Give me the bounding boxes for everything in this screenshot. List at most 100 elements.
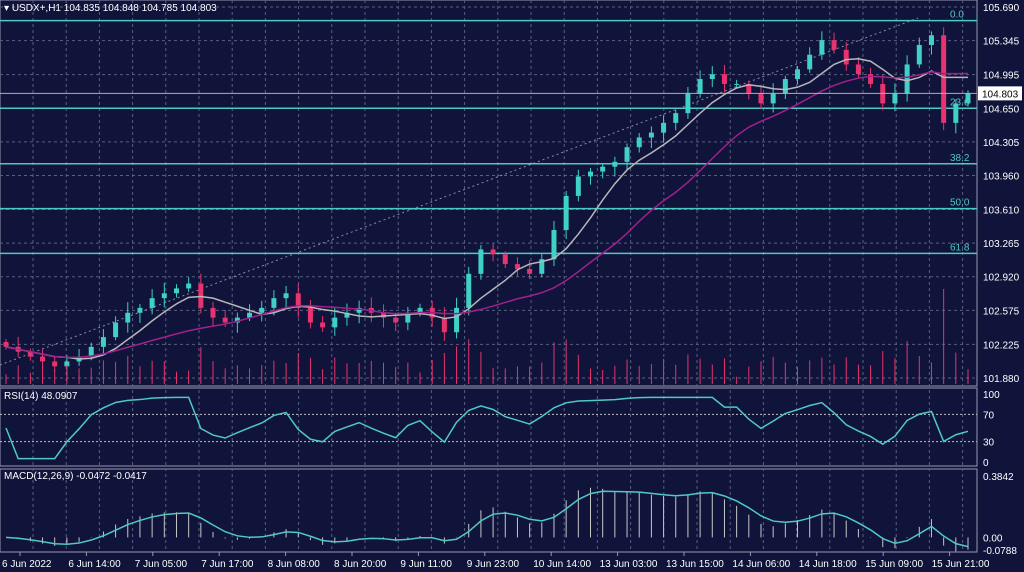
candle-bearish — [514, 264, 520, 269]
candle-bearish — [27, 351, 33, 357]
candle-bearish — [831, 40, 837, 50]
macd-panel-frame — [0, 468, 978, 553]
rsi-tick-label: 100 — [983, 390, 1000, 401]
candle-bullish — [636, 137, 642, 148]
candle-bullish — [563, 195, 569, 230]
candle-bearish — [490, 249, 496, 255]
candle-bullish — [454, 307, 460, 333]
fibonacci-level-label: 38.2 — [950, 153, 970, 164]
time-tick-label: 7 Jun 05:00 — [135, 559, 188, 570]
candle-bullish — [709, 74, 715, 80]
candle-bearish — [380, 312, 386, 318]
price-tick-label: 105.345 — [983, 37, 1020, 48]
candle-bullish — [161, 293, 167, 299]
time-tick-label: 9 Jun 11:00 — [400, 559, 452, 570]
candle-bearish — [52, 361, 58, 367]
rsi-label: RSI(14) 48.0907 — [4, 391, 78, 402]
candle-bearish — [441, 317, 447, 333]
rsi-tick-label: 30 — [983, 438, 995, 449]
candle-bullish — [600, 166, 606, 172]
candle-bullish — [612, 161, 618, 167]
time-tick-label: 8 Jun 20:00 — [334, 559, 387, 570]
symbol-name: USDX+,H1 — [11, 3, 61, 14]
moving-average-slow — [5, 70, 969, 359]
candle-bullish — [661, 122, 667, 133]
fibonacci-level-label: 61.8 — [950, 242, 970, 253]
candle-bullish — [149, 298, 155, 308]
candle-bearish — [307, 307, 313, 323]
candle-bullish — [234, 317, 240, 323]
candle-bullish — [247, 312, 253, 318]
macd-tick-label: 0.00 — [983, 533, 1003, 544]
candle-bullish — [344, 312, 350, 318]
candle-bearish — [527, 268, 533, 274]
price-tick-label: 104.305 — [983, 138, 1020, 149]
candle-bearish — [721, 74, 727, 84]
candle-bearish — [502, 254, 508, 265]
price-tick-label: 103.265 — [983, 239, 1020, 250]
macd-tick-label: 0.3842 — [983, 472, 1014, 483]
time-tick-label: 14 Jun 06:00 — [732, 559, 790, 570]
candle-bullish — [624, 147, 630, 162]
candle-bullish — [819, 40, 825, 55]
time-tick-label: 6 Jun 14:00 — [68, 559, 121, 570]
time-tick-label: 13 Jun 15:00 — [666, 559, 724, 570]
time-tick-label: 10 Jun 14:00 — [533, 559, 591, 570]
fibonacci-level-label: 23.6 — [950, 97, 970, 108]
macd-label: MACD(12,26,9) -0.0472 -0.0417 — [4, 471, 147, 482]
candle-bullish — [807, 54, 813, 70]
candle-bullish — [539, 259, 545, 274]
candle-bullish — [417, 307, 423, 313]
price-tick-label: 102.575 — [983, 306, 1020, 317]
dropdown-triangle-icon[interactable]: ▾ — [4, 3, 10, 14]
candle-bearish — [210, 307, 216, 318]
candle-bullish — [782, 79, 788, 94]
candle-bullish — [697, 79, 703, 94]
rsi-tick-label: 70 — [983, 410, 995, 421]
candle-bullish — [100, 337, 106, 347]
candle-bullish — [965, 93, 971, 104]
candle-bullish — [64, 361, 70, 367]
candle-bullish — [916, 44, 922, 65]
candle-bullish — [88, 346, 94, 357]
candle-bullish — [588, 171, 594, 177]
candle-bullish — [113, 322, 119, 338]
time-tick-label: 6 Jun 2022 — [2, 559, 52, 570]
candle-bearish — [941, 35, 947, 123]
candle-bullish — [125, 312, 131, 323]
time-tick-label: 14 Jun 18:00 — [799, 559, 857, 570]
candle-bearish — [843, 49, 849, 65]
candle-bullish — [478, 249, 484, 274]
fibonacci-level-label: 50.0 — [950, 198, 970, 209]
candle-bullish — [271, 298, 277, 308]
fibonacci-level-label: 0.0 — [950, 10, 964, 21]
candle-bullish — [795, 69, 801, 80]
candle-bullish — [332, 317, 338, 328]
rsi-panel-frame — [0, 387, 978, 467]
price-tick-label: 104.650 — [983, 104, 1020, 115]
candle-bullish — [770, 93, 776, 104]
candle-bearish — [3, 341, 9, 347]
macd-tick-label: -0.0788 — [983, 546, 1017, 557]
candle-bullish — [283, 293, 289, 299]
price-tick-label: 102.225 — [983, 340, 1020, 351]
ohlc-readout: 104.835 104.848 104.785 104.803 — [63, 3, 217, 14]
rsi-line — [5, 396, 969, 460]
time-tick-label: 8 Jun 08:00 — [268, 559, 321, 570]
candle-bullish — [892, 93, 898, 104]
candle-bullish — [137, 307, 143, 313]
candle-bearish — [393, 317, 399, 323]
candle-bullish — [734, 83, 740, 85]
time-tick-label: 7 Jun 17:00 — [201, 559, 254, 570]
candle-bullish — [551, 229, 557, 260]
price-tick-label: 103.960 — [983, 171, 1020, 182]
main-panel-frame — [0, 0, 978, 387]
candle-bearish — [198, 283, 204, 308]
candle-bullish — [685, 93, 691, 114]
time-tick-label: 13 Jun 03:00 — [600, 559, 658, 570]
candle-bullish — [186, 283, 192, 289]
current-price-value: 104.803 — [982, 89, 1019, 100]
macd-signal-line — [5, 490, 969, 548]
